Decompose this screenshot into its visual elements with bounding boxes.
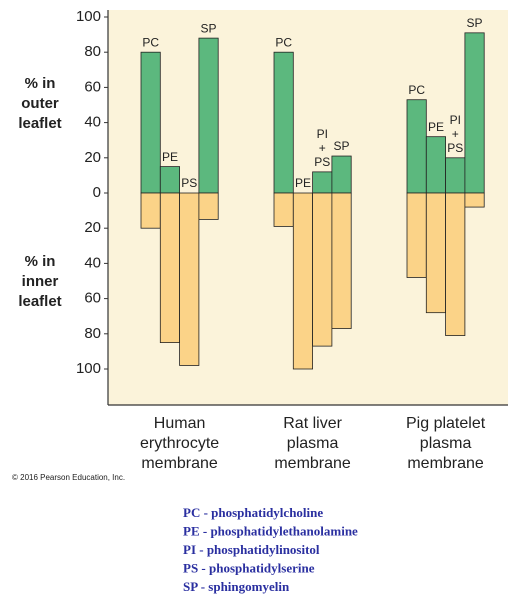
inner-bar [445, 192, 466, 336]
inner-bar [425, 192, 446, 314]
key-entry: PS - phosphatidylserine [183, 560, 315, 575]
inner-bar [406, 192, 427, 278]
y-tick-label: 40 [84, 254, 101, 271]
y-label-inner: inner [22, 273, 59, 290]
y-label-inner: % in [25, 253, 56, 270]
outer-bar [425, 136, 446, 194]
outer-bar [464, 32, 485, 194]
y-tick-label: 60 [84, 78, 101, 95]
bar-label: PC [408, 83, 425, 97]
key-entry: SP - sphingomyelin [183, 579, 290, 594]
bar-label: PS [181, 176, 197, 190]
group-label: plasma [287, 435, 339, 452]
bar-label: PE [295, 176, 311, 190]
bar-label: PS [447, 141, 463, 155]
outer-bar [273, 51, 294, 194]
group-label: membrane [407, 455, 484, 472]
copyright: © 2016 Pearson Education, Inc. [12, 473, 125, 482]
inner-bar [312, 192, 333, 347]
bar-label: PI [317, 127, 328, 141]
outer-bar [198, 37, 219, 194]
y-tick-label: 100 [76, 8, 101, 25]
outer-bar [445, 157, 466, 194]
bar-label: PI [450, 113, 461, 127]
y-label-outer: leaflet [18, 115, 61, 132]
y-tick-label: 80 [84, 43, 101, 60]
outer-bar [140, 51, 161, 194]
group-label: plasma [420, 435, 472, 452]
y-label-outer: % in [25, 75, 56, 92]
y-tick-label: 80 [84, 325, 101, 342]
y-tick-label: 100 [76, 360, 101, 377]
y-label-inner: leaflet [18, 293, 61, 310]
y-tick-label: 60 [84, 290, 101, 307]
outer-bar [331, 155, 352, 194]
bar-label: + [319, 141, 326, 155]
bar-label: SP [334, 139, 350, 153]
key-entry: PI - phosphatidylinositol [183, 542, 320, 557]
group-label: erythrocyte [140, 435, 219, 452]
inner-bar [292, 192, 313, 370]
outer-bar [159, 166, 181, 194]
outer-bar [312, 171, 333, 194]
y-tick-label: 40 [84, 114, 101, 131]
bar-label: PS [314, 155, 330, 169]
group-label: membrane [141, 455, 218, 472]
outer-bar [406, 99, 427, 194]
inner-bar [140, 192, 161, 229]
y-tick-label: 20 [84, 149, 101, 166]
inner-bar [331, 192, 352, 329]
bar-label: SP [467, 16, 483, 30]
inner-bar [198, 192, 219, 220]
y-tick-label: 0 [93, 184, 101, 201]
y-label-outer: outer [21, 95, 59, 112]
group-label: membrane [274, 455, 351, 472]
inner-bar [179, 192, 200, 366]
group-label: Rat liver [283, 415, 342, 432]
inner-bar [464, 192, 485, 208]
group-label: Pig platelet [406, 415, 486, 432]
key-entry: PC - phosphatidylcholine [183, 505, 323, 520]
y-tick-label: 20 [84, 219, 101, 236]
bar-label: PE [162, 150, 178, 164]
key-entry: PE - phosphatidylethanolamine [183, 523, 358, 538]
bar-label: + [452, 127, 459, 141]
group-label: Human [154, 415, 206, 432]
bar-label: PC [275, 35, 292, 49]
inner-bar [159, 192, 181, 344]
inner-bar [273, 192, 294, 227]
bar-label: PC [142, 35, 159, 49]
bar-label: PE [428, 120, 444, 134]
bar-label: SP [201, 21, 217, 35]
